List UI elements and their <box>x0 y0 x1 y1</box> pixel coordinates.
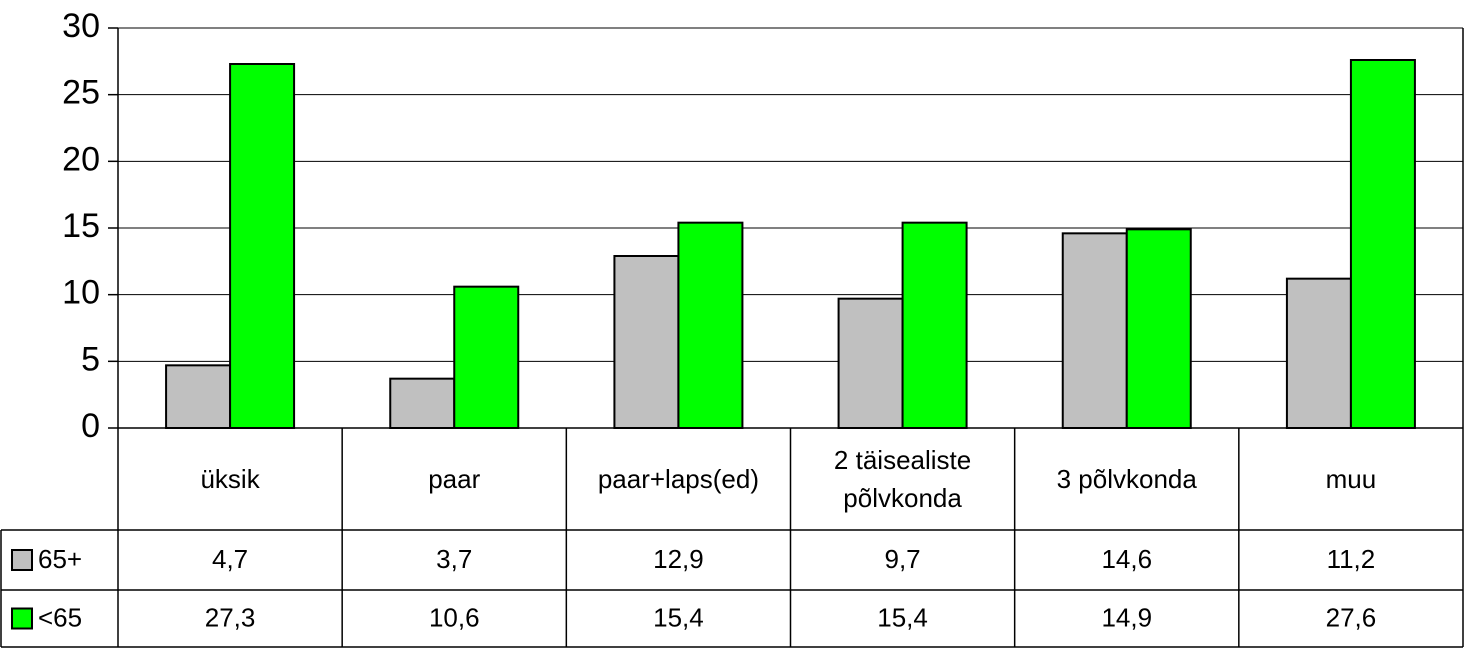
data-label: 10,6 <box>429 602 480 632</box>
x-tick-label: üksik <box>200 464 260 494</box>
data-label: 14,9 <box>1101 602 1152 632</box>
x-tick-label: paar+laps(ed) <box>597 464 759 494</box>
bar <box>901 221 968 429</box>
legend-swatch <box>11 549 33 571</box>
x-tick-label: 3 põlvkonda <box>1056 464 1197 494</box>
x-tick-label: 2 täisealiste põlvkonda <box>833 445 972 513</box>
bar <box>677 221 744 429</box>
y-tick-label: 10 <box>62 274 100 312</box>
data-label: 9,7 <box>885 544 921 574</box>
data-label: 27,6 <box>1326 602 1377 632</box>
legend-swatch <box>11 607 33 630</box>
y-tick-label: 0 <box>81 407 100 445</box>
x-tick-label: muu <box>1325 464 1377 494</box>
bar <box>453 285 520 429</box>
data-label: 15,4 <box>877 602 928 632</box>
legend-label: <65 <box>38 602 82 632</box>
data-label: 11,2 <box>1327 544 1376 574</box>
bar <box>1061 232 1128 429</box>
data-label: 3,7 <box>436 544 472 574</box>
data-label: 27,3 <box>205 602 256 632</box>
bar <box>1125 228 1192 429</box>
bar <box>613 255 680 429</box>
bar <box>165 364 232 430</box>
y-tick-label: 5 <box>81 340 100 378</box>
x-tick-label: paar <box>428 464 481 494</box>
y-tick-label: 25 <box>62 74 100 112</box>
bar <box>837 297 904 429</box>
bar <box>1349 59 1416 429</box>
bar <box>1285 277 1352 429</box>
data-label: 4,7 <box>212 544 248 574</box>
bar <box>229 63 296 429</box>
legend-label: 65+ <box>38 544 82 574</box>
data-label: 14,6 <box>1101 544 1152 574</box>
data-label: 15,4 <box>653 602 704 632</box>
bar <box>389 377 456 429</box>
y-tick-label: 20 <box>62 140 100 178</box>
data-label: 12,9 <box>653 544 704 574</box>
y-tick-label: 15 <box>62 207 100 245</box>
y-tick-label: 30 <box>62 7 100 45</box>
